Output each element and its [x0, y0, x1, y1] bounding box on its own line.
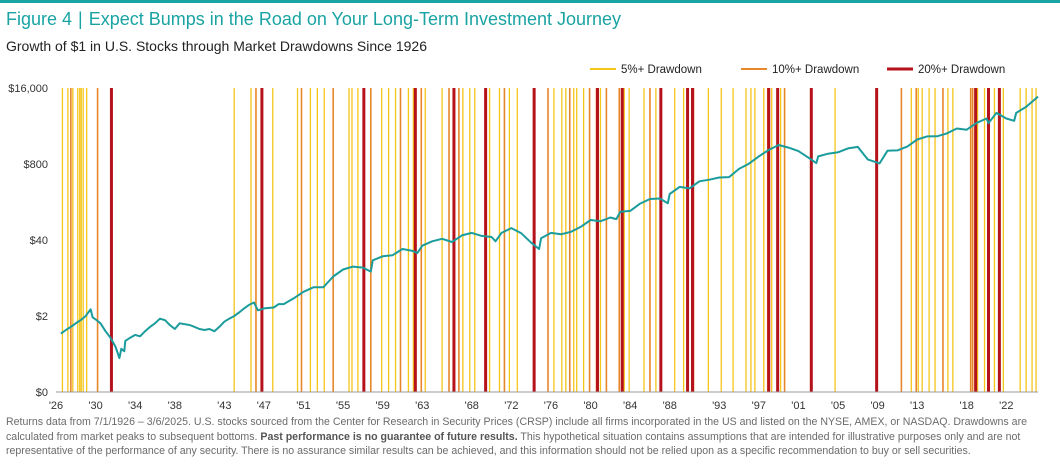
y-tick-label: $2 — [36, 311, 48, 323]
figure-number: Figure 4 — [6, 9, 73, 29]
x-tick-label: '34 — [128, 400, 142, 412]
x-tick-label: '55 — [336, 400, 350, 412]
x-tick-label: '97 — [752, 400, 766, 412]
legend-label: 20%+ Drawdown — [918, 64, 1005, 76]
chart-legend: 5%+ Drawdown 10%+ Drawdown 20%+ Drawdown — [590, 64, 1005, 76]
x-tick-label: '22 — [999, 400, 1013, 412]
chart-axes: $0 $2 $40 $800 $16,000 '26 '30 '34 '38 '43 '47 '51 '… — [8, 83, 1038, 412]
x-tick-label: '13 — [910, 400, 924, 412]
footnote-disclaimer: Past performance is no guarantee of futu… — [260, 430, 518, 443]
footnote-text-1: Returns data from 7/1/1926 – 3/6/2025. U… — [6, 416, 1027, 443]
figure-title: Figure 4 | Expect Bumps in the Road on You… — [6, 9, 621, 30]
x-tick-label: '93 — [712, 400, 726, 412]
x-tick-label: '72 — [504, 400, 518, 412]
y-tick-label: $40 — [30, 235, 48, 247]
drawdown-bars — [61, 88, 1037, 392]
footnote: Returns data from 7/1/1926 – 3/6/2025. U… — [6, 415, 1056, 459]
x-tick-label: '38 — [168, 400, 182, 412]
x-tick-label: '05 — [831, 400, 845, 412]
x-tick-label: '76 — [544, 400, 558, 412]
legend-label: 10%+ Drawdown — [772, 64, 859, 76]
x-tick-label: '30 — [88, 400, 102, 412]
x-tick-label: '84 — [623, 400, 637, 412]
x-tick-label: '51 — [296, 400, 310, 412]
y-tick-label: $800 — [24, 159, 48, 171]
x-tick-label: '59 — [376, 400, 390, 412]
top-rule — [0, 0, 1060, 3]
growth-line — [60, 95, 1039, 360]
footnote-text-2: This hypothetical situation contains ass… — [6, 430, 1021, 458]
title-separator: | — [78, 9, 83, 29]
x-tick-label: '43 — [217, 400, 231, 412]
x-tick-label: '01 — [791, 400, 805, 412]
x-tick-label: '63 — [415, 400, 429, 412]
growth-series-line — [60, 95, 1039, 360]
x-tick-label: '68 — [465, 400, 479, 412]
y-tick-label: $0 — [36, 387, 48, 399]
legend-label: 5%+ Drawdown — [621, 64, 702, 76]
x-tick-label: '09 — [870, 400, 884, 412]
y-tick-label: $16,000 — [8, 83, 48, 95]
growth-chart: 5%+ Drawdown 10%+ Drawdown 20%+ Drawdown $… — [8, 64, 1039, 412]
x-tick-label: '47 — [257, 400, 271, 412]
x-tick-label: '80 — [583, 400, 597, 412]
x-tick-label: '26 — [49, 400, 63, 412]
figure-headline: Expect Bumps in the Road on Your Long-Te… — [88, 9, 622, 29]
x-tick-label: '18 — [960, 400, 974, 412]
x-tick-label: '88 — [663, 400, 677, 412]
chart-subtitle: Growth of $1 in U.S. Stocks through Mark… — [6, 38, 427, 54]
